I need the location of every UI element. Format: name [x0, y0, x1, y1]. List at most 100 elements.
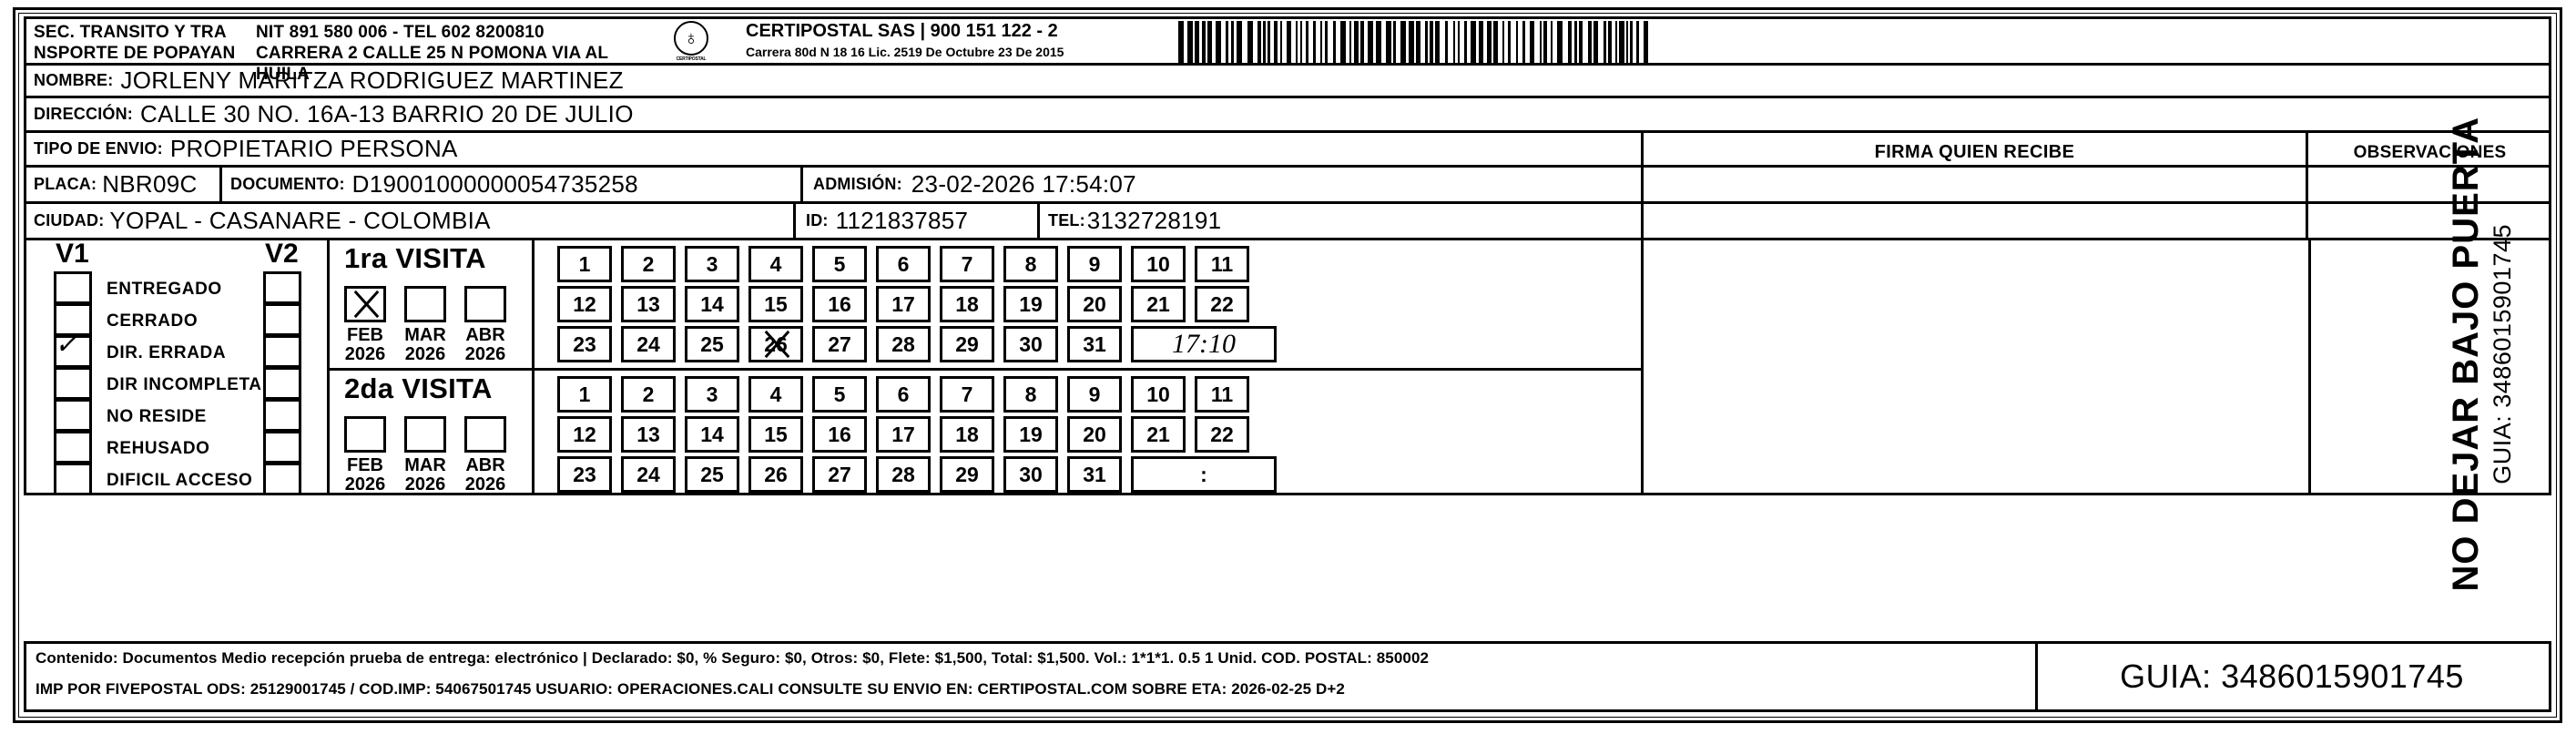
- day-cell[interactable]: 23: [557, 456, 612, 493]
- day-cell[interactable]: 24: [621, 326, 676, 362]
- day-cell[interactable]: 12: [557, 286, 612, 322]
- day-cell[interactable]: 10: [1131, 246, 1186, 282]
- day-cell[interactable]: 20: [1067, 416, 1122, 453]
- day-cell[interactable]: 14: [685, 416, 739, 453]
- status-checkbox-v2[interactable]: [263, 303, 301, 336]
- day-cell[interactable]: 1: [557, 246, 612, 282]
- day-cell[interactable]: 30: [1003, 326, 1058, 362]
- day-cell[interactable]: 21: [1131, 286, 1186, 322]
- day-cell[interactable]: 9: [1067, 246, 1122, 282]
- day-cell[interactable]: 3: [685, 246, 739, 282]
- day-cell[interactable]: 31: [1067, 326, 1122, 362]
- day-cell[interactable]: 16: [812, 286, 867, 322]
- day-cell[interactable]: 21: [1131, 416, 1186, 453]
- visit-time-box[interactable]: 17:10: [1131, 326, 1277, 362]
- day-cell[interactable]: 24: [621, 456, 676, 493]
- day-cell[interactable]: 2: [621, 376, 676, 413]
- status-checkbox-v1[interactable]: [54, 303, 92, 336]
- month-checkbox-feb[interactable]: [344, 416, 386, 453]
- day-cell[interactable]: 25: [685, 456, 739, 493]
- admision-value: 23-02-2026 17:54:07: [911, 170, 1136, 198]
- status-checkbox-v1[interactable]: [54, 271, 92, 304]
- day-cell[interactable]: 11: [1195, 376, 1249, 413]
- day-cell[interactable]: 15: [748, 286, 803, 322]
- day-cell[interactable]: 3: [685, 376, 739, 413]
- day-cell[interactable]: 14: [685, 286, 739, 322]
- day-cell[interactable]: 9: [1067, 376, 1122, 413]
- day-cell[interactable]: 17: [876, 286, 931, 322]
- day-cell[interactable]: 13: [621, 286, 676, 322]
- status-row: ✓ DIR. ERRADA: [26, 330, 327, 368]
- status-checkbox-v1[interactable]: [54, 367, 92, 400]
- day-cell[interactable]: 20: [1067, 286, 1122, 322]
- day-cell[interactable]: 5: [812, 376, 867, 413]
- status-checkbox-v2[interactable]: [263, 399, 301, 432]
- day-cell[interactable]: 29: [940, 326, 994, 362]
- day-cell[interactable]: 12: [557, 416, 612, 453]
- row-ciudad: CIUDAD: YOPAL - CASANARE - COLOMBIA ID: …: [24, 204, 2551, 240]
- month-checkbox-abr[interactable]: [464, 286, 506, 322]
- barcode-bar: [1486, 21, 1492, 63]
- visit-time-box[interactable]: :: [1131, 456, 1277, 493]
- barcode-bar: [1376, 21, 1382, 63]
- day-cell[interactable]: 25: [685, 326, 739, 362]
- day-cell[interactable]: 7: [940, 376, 994, 413]
- status-checkbox-v1[interactable]: [54, 431, 92, 464]
- day-cell[interactable]: 4: [748, 376, 803, 413]
- day-cell[interactable]: 4: [748, 246, 803, 282]
- day-cell[interactable]: 6: [876, 246, 931, 282]
- day-cell[interactable]: 2: [621, 246, 676, 282]
- month-checkbox-mar[interactable]: [404, 416, 446, 453]
- day-cell[interactable]: 11: [1195, 246, 1249, 282]
- barcode-bar: [1578, 21, 1583, 63]
- day-cell[interactable]: 6: [876, 376, 931, 413]
- footer-guia-cell: GUIA: 3486015901745: [2035, 644, 2549, 709]
- status-checkbox-v2[interactable]: [263, 271, 301, 304]
- observaciones-header: OBSERVACIONES: [2353, 143, 2507, 162]
- day-cell[interactable]: 23: [557, 326, 612, 362]
- day-cell[interactable]: 10: [1131, 376, 1186, 413]
- day-cell[interactable]: 8: [1003, 246, 1058, 282]
- barcode-bar: [1360, 21, 1365, 63]
- outer-border: [13, 7, 2562, 723]
- day-cell[interactable]: 1: [557, 376, 612, 413]
- status-checkbox-v2[interactable]: [263, 335, 301, 368]
- day-cell[interactable]: 19: [1003, 286, 1058, 322]
- barcode-bar: [1619, 21, 1625, 63]
- day-cell[interactable]: 13: [621, 416, 676, 453]
- day-cell[interactable]: 31: [1067, 456, 1122, 493]
- day-cell[interactable]: 8: [1003, 376, 1058, 413]
- day-cell[interactable]: 22: [1195, 416, 1249, 453]
- month-checkbox-abr[interactable]: [464, 416, 506, 453]
- day-cell[interactable]: 27: [812, 326, 867, 362]
- day-cell[interactable]: 28: [876, 326, 931, 362]
- status-checkbox-v1[interactable]: ✓: [54, 330, 92, 368]
- status-checkbox-v2[interactable]: [263, 367, 301, 400]
- day-cell[interactable]: 26: [748, 326, 803, 362]
- day-cell[interactable]: 19: [1003, 416, 1058, 453]
- day-cell[interactable]: 28: [876, 456, 931, 493]
- month-checkbox-feb[interactable]: [344, 286, 386, 322]
- firma-box[interactable]: [1644, 240, 2308, 493]
- day-cell[interactable]: 15: [748, 416, 803, 453]
- status-checkbox-v2[interactable]: [263, 463, 301, 495]
- status-checkbox-v1[interactable]: [54, 463, 92, 495]
- day-cell[interactable]: 27: [812, 456, 867, 493]
- day-cell[interactable]: 17: [876, 416, 931, 453]
- day-cell[interactable]: 22: [1195, 286, 1249, 322]
- origin-office-line2: NSPORTE DE POPAYAN: [34, 44, 236, 63]
- status-checkbox-v1[interactable]: [54, 399, 92, 432]
- barcode-bar: [1464, 21, 1467, 63]
- day-cell[interactable]: 18: [940, 416, 994, 453]
- day-cell[interactable]: 7: [940, 246, 994, 282]
- day-cell[interactable]: 30: [1003, 456, 1058, 493]
- day-cell[interactable]: 29: [940, 456, 994, 493]
- status-checkbox-v2[interactable]: [263, 431, 301, 464]
- barcode-gap: [1503, 21, 1508, 63]
- status-row: REHUSADO: [26, 431, 327, 464]
- day-cell[interactable]: 26: [748, 456, 803, 493]
- month-checkbox-mar[interactable]: [404, 286, 446, 322]
- day-cell[interactable]: 5: [812, 246, 867, 282]
- day-cell[interactable]: 18: [940, 286, 994, 322]
- day-cell[interactable]: 16: [812, 416, 867, 453]
